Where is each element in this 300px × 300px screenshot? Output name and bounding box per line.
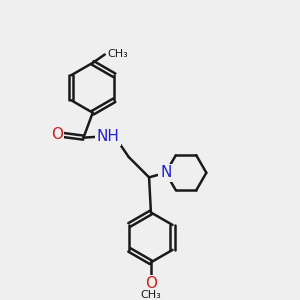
Text: O: O: [51, 128, 63, 142]
Text: NH: NH: [97, 129, 120, 144]
Text: N: N: [160, 165, 171, 180]
Text: CH₃: CH₃: [140, 290, 161, 300]
Text: O: O: [145, 276, 157, 291]
Text: CH₃: CH₃: [107, 49, 128, 58]
